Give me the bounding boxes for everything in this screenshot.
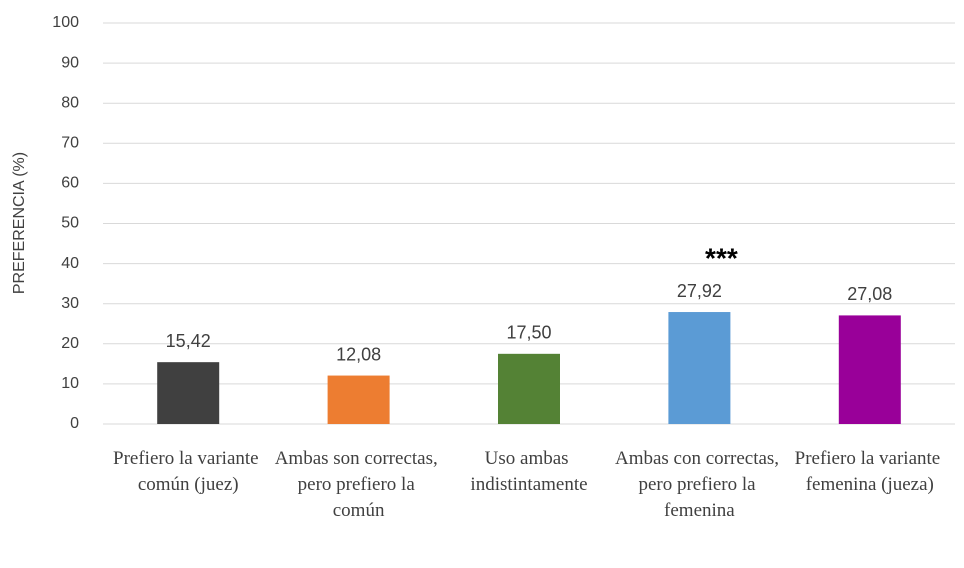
bar: [498, 353, 560, 424]
bar: [327, 375, 390, 424]
value-label: 15,42: [166, 331, 211, 351]
bar: [157, 362, 220, 424]
y-tick-label: 10: [61, 375, 79, 392]
y-tick-label: 90: [61, 54, 79, 71]
y-tick-label: 60: [61, 175, 79, 192]
y-tick-label: 0: [70, 415, 79, 432]
x-tick-label: Prefiero la variante común (juez): [113, 448, 263, 495]
y-axis-label: PREFERENCIA (%): [11, 152, 28, 294]
value-label: 12,08: [336, 344, 381, 364]
y-tick-label: 30: [61, 295, 79, 312]
annotation: ***: [705, 242, 738, 273]
y-tick-label: 50: [61, 215, 79, 232]
y-tick-label: 20: [61, 335, 79, 352]
x-tick-label: Ambas son correctas, pero prefiero la co…: [275, 448, 443, 521]
bar: [668, 312, 731, 424]
x-tick-label: Uso ambas indistintamente: [470, 448, 587, 495]
value-label: 27,08: [847, 284, 892, 304]
x-tick-label: Prefiero la variante femenina (jueza): [795, 448, 945, 495]
value-label: 27,92: [677, 281, 722, 301]
bar: [838, 315, 901, 424]
y-tick-label: 70: [61, 135, 79, 152]
x-tick-label: Ambas con correctas, pero prefiero la fe…: [615, 448, 784, 521]
value-label: 17,50: [506, 323, 551, 343]
y-tick-label: 80: [61, 94, 79, 111]
y-tick-label: 100: [52, 14, 79, 31]
y-tick-label: 40: [61, 255, 79, 272]
